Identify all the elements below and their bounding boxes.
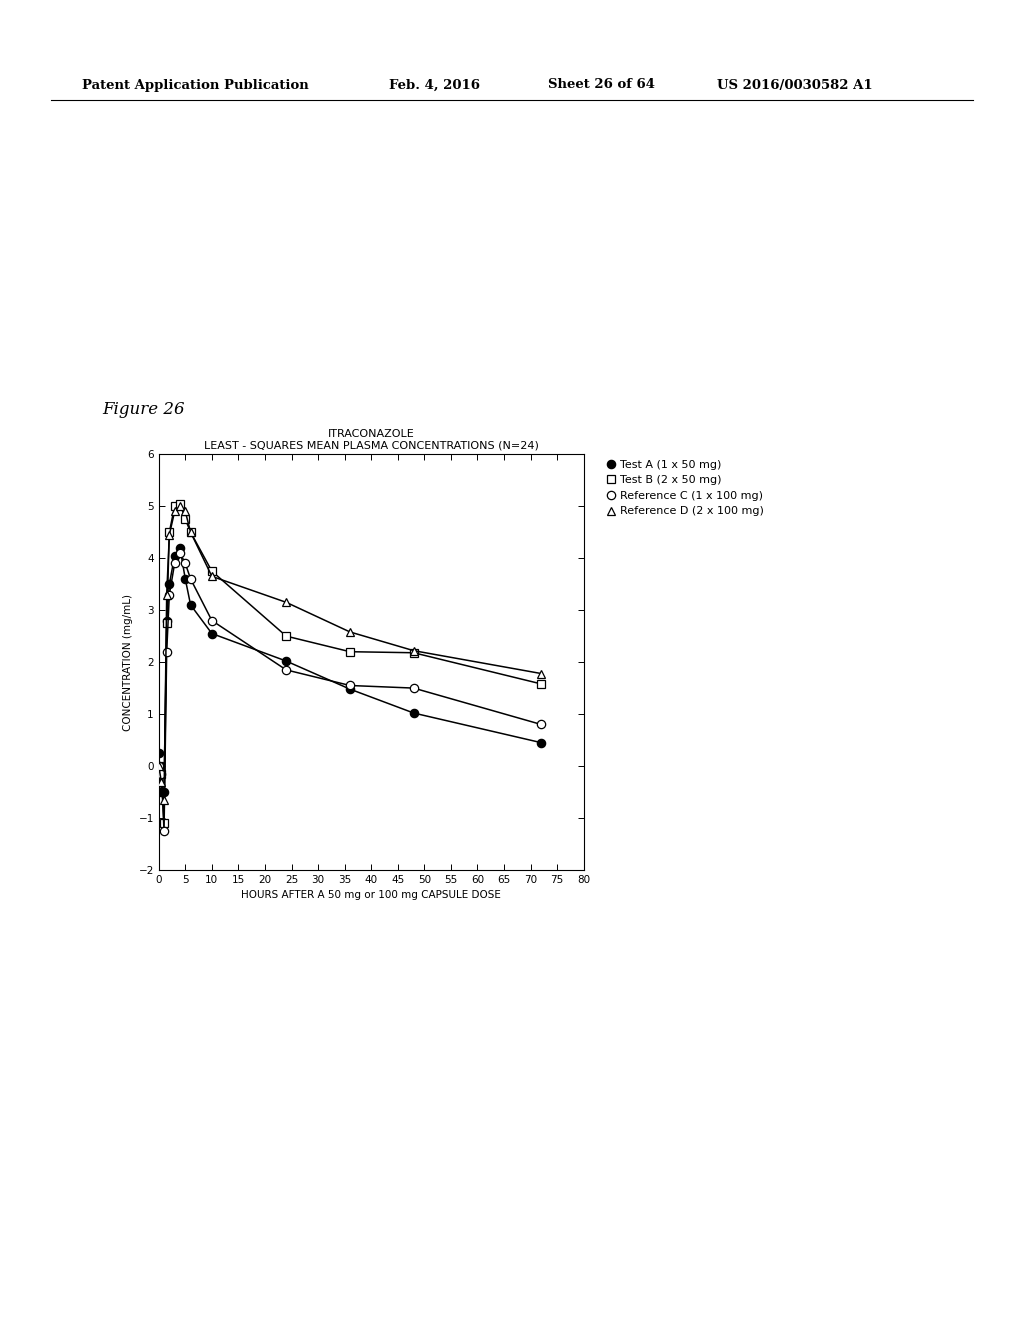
- Reference C (1 x 100 mg): [280, 661, 293, 677]
- Test B (2 x 50 mg): [156, 766, 168, 781]
- Test B (2 x 50 mg): [179, 511, 191, 527]
- Reference D (2 x 100 mg): [169, 503, 181, 519]
- Line: Reference D (2 x 100 mg): Reference D (2 x 100 mg): [155, 502, 546, 804]
- Test A (1 x 50 mg): [184, 597, 197, 612]
- Reference C (1 x 100 mg): [179, 556, 191, 572]
- Test A (1 x 50 mg): [535, 735, 547, 751]
- Title: ITRACONAZOLE
LEAST - SQUARES MEAN PLASMA CONCENTRATIONS (N=24): ITRACONAZOLE LEAST - SQUARES MEAN PLASMA…: [204, 429, 539, 450]
- Test B (2 x 50 mg): [280, 628, 293, 644]
- Test B (2 x 50 mg): [161, 615, 173, 631]
- Reference C (1 x 100 mg): [344, 677, 356, 693]
- Line: Test B (2 x 50 mg): Test B (2 x 50 mg): [155, 499, 546, 828]
- Test A (1 x 50 mg): [344, 681, 356, 697]
- Reference D (2 x 100 mg): [156, 774, 168, 789]
- Reference D (2 x 100 mg): [158, 792, 170, 808]
- Test A (1 x 50 mg): [163, 577, 175, 593]
- Reference D (2 x 100 mg): [163, 527, 175, 543]
- Reference C (1 x 100 mg): [184, 572, 197, 587]
- Reference D (2 x 100 mg): [280, 594, 293, 610]
- Text: Sheet 26 of 64: Sheet 26 of 64: [548, 78, 654, 91]
- Legend: Test A (1 x 50 mg), Test B (2 x 50 mg), Reference C (1 x 100 mg), Reference D (2: Test A (1 x 50 mg), Test B (2 x 50 mg), …: [606, 459, 764, 516]
- Reference C (1 x 100 mg): [174, 545, 186, 561]
- Reference C (1 x 100 mg): [535, 717, 547, 733]
- Reference C (1 x 100 mg): [153, 758, 165, 774]
- Test B (2 x 50 mg): [206, 564, 218, 579]
- Test A (1 x 50 mg): [280, 653, 293, 669]
- Line: Test A (1 x 50 mg): Test A (1 x 50 mg): [155, 544, 546, 796]
- Test A (1 x 50 mg): [174, 540, 186, 556]
- Test B (2 x 50 mg): [344, 644, 356, 660]
- Reference C (1 x 100 mg): [156, 766, 168, 781]
- Text: Patent Application Publication: Patent Application Publication: [82, 78, 308, 91]
- X-axis label: HOURS AFTER A 50 mg or 100 mg CAPSULE DOSE: HOURS AFTER A 50 mg or 100 mg CAPSULE DO…: [242, 891, 501, 900]
- Text: Figure 26: Figure 26: [102, 401, 185, 418]
- Reference C (1 x 100 mg): [161, 644, 173, 660]
- Reference D (2 x 100 mg): [184, 524, 197, 540]
- Test B (2 x 50 mg): [184, 524, 197, 540]
- Test A (1 x 50 mg): [161, 612, 173, 628]
- Test B (2 x 50 mg): [535, 676, 547, 692]
- Test A (1 x 50 mg): [156, 784, 168, 800]
- Reference D (2 x 100 mg): [344, 624, 356, 640]
- Reference C (1 x 100 mg): [206, 612, 218, 628]
- Test B (2 x 50 mg): [153, 758, 165, 774]
- Reference C (1 x 100 mg): [408, 680, 420, 696]
- Y-axis label: CONCENTRATION (mg/mL): CONCENTRATION (mg/mL): [123, 594, 133, 730]
- Reference D (2 x 100 mg): [179, 503, 191, 519]
- Reference C (1 x 100 mg): [163, 586, 175, 602]
- Test B (2 x 50 mg): [163, 524, 175, 540]
- Test A (1 x 50 mg): [169, 548, 181, 564]
- Text: Feb. 4, 2016: Feb. 4, 2016: [389, 78, 480, 91]
- Reference D (2 x 100 mg): [153, 758, 165, 774]
- Test B (2 x 50 mg): [174, 495, 186, 511]
- Reference D (2 x 100 mg): [206, 569, 218, 585]
- Test A (1 x 50 mg): [179, 572, 191, 587]
- Reference C (1 x 100 mg): [158, 824, 170, 840]
- Test B (2 x 50 mg): [408, 645, 420, 661]
- Reference C (1 x 100 mg): [169, 556, 181, 572]
- Test B (2 x 50 mg): [158, 816, 170, 832]
- Reference D (2 x 100 mg): [408, 643, 420, 659]
- Reference D (2 x 100 mg): [161, 586, 173, 602]
- Reference D (2 x 100 mg): [174, 498, 186, 513]
- Test A (1 x 50 mg): [153, 744, 165, 760]
- Line: Reference C (1 x 100 mg): Reference C (1 x 100 mg): [155, 549, 546, 836]
- Test A (1 x 50 mg): [206, 626, 218, 642]
- Test A (1 x 50 mg): [158, 784, 170, 800]
- Test B (2 x 50 mg): [169, 498, 181, 513]
- Test A (1 x 50 mg): [408, 705, 420, 721]
- Text: US 2016/0030582 A1: US 2016/0030582 A1: [717, 78, 872, 91]
- Reference D (2 x 100 mg): [535, 665, 547, 681]
